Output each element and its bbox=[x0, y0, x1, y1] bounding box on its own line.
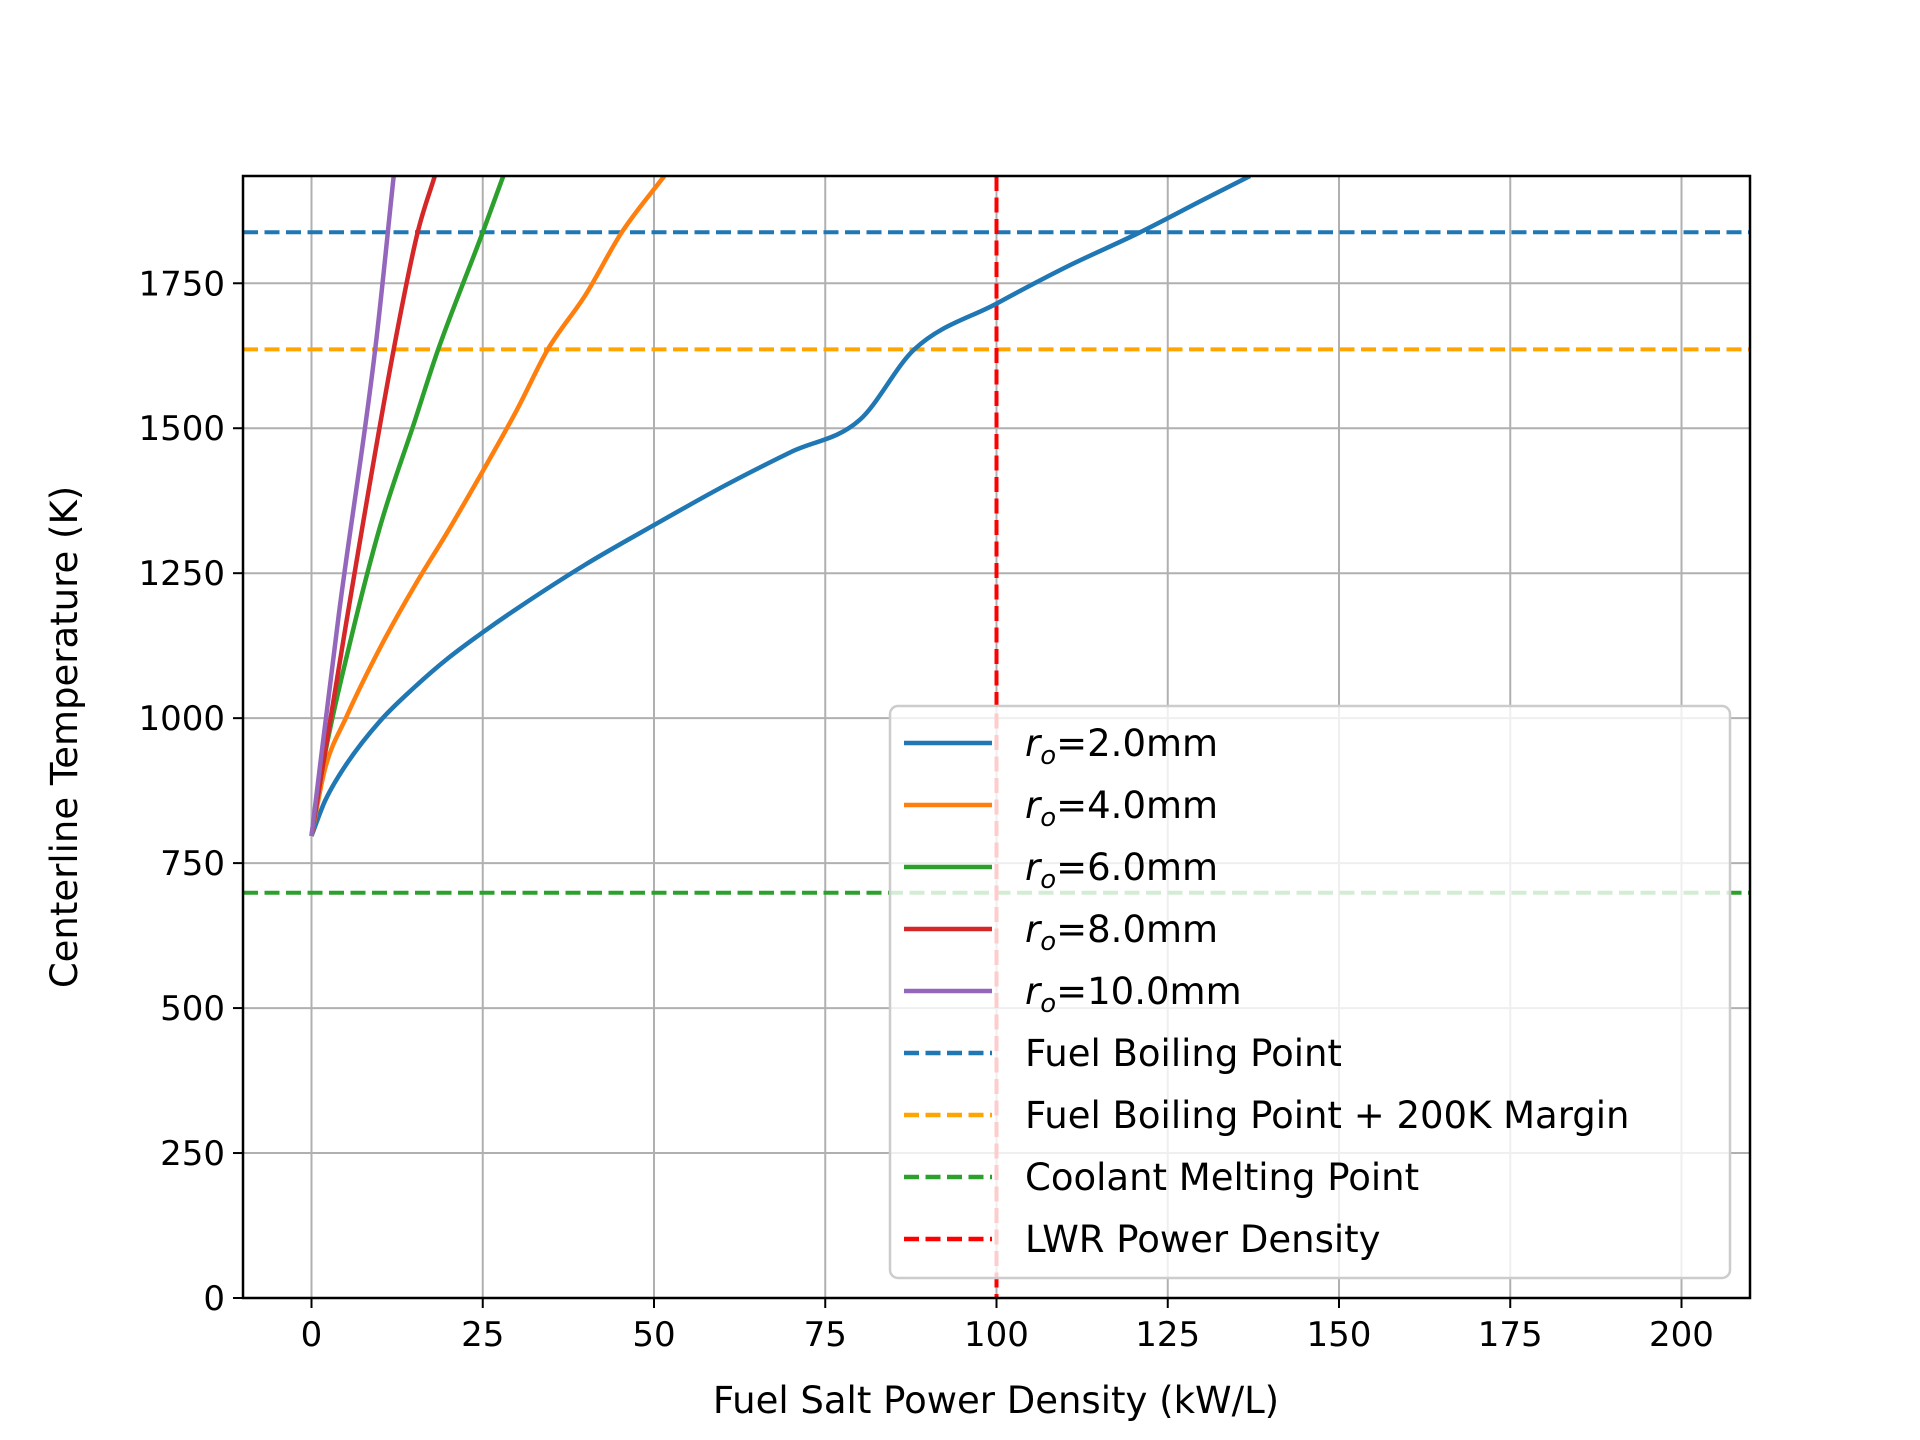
x-tick-label: 150 bbox=[1307, 1315, 1372, 1355]
y-tick-label: 750 bbox=[160, 844, 225, 884]
y-tick-label: 1750 bbox=[138, 264, 225, 304]
legend-entry-label: ro=4.0mm bbox=[1025, 784, 1218, 833]
x-tick-label: 25 bbox=[461, 1315, 504, 1355]
y-tick-label: 1250 bbox=[138, 554, 225, 594]
legend-box bbox=[888, 704, 1732, 1280]
legend-entry-label: ro=10.0mm bbox=[1025, 970, 1242, 1019]
legend-entry-label: Fuel Boiling Point bbox=[1025, 1032, 1342, 1075]
x-tick-label: 100 bbox=[964, 1315, 1029, 1355]
x-tick-label: 50 bbox=[632, 1315, 675, 1355]
x-tick-label: 175 bbox=[1478, 1315, 1543, 1355]
y-tick-label: 0 bbox=[203, 1279, 225, 1319]
axis-ticks: 0 25 50 75 100 125 150 175 200 0 250 500 750 1000 1250… bbox=[138, 264, 1713, 1355]
plot-lines bbox=[243, 176, 1750, 1298]
legend-entry-label: ro=8.0mm bbox=[1025, 908, 1218, 957]
x-axis-label: Fuel Salt Power Density (kW/L) bbox=[713, 1379, 1279, 1422]
legend: ro=2.0mm ro=4.0mm ro=6.0mm ro=8.0mm ro=10.0m… bbox=[888, 704, 1732, 1280]
legend-entry-label: ro=2.0mm bbox=[1025, 722, 1218, 771]
legend-entry-label: Coolant Melting Point bbox=[1025, 1156, 1419, 1199]
y-tick-label: 500 bbox=[160, 989, 225, 1029]
x-tick-label: 125 bbox=[1135, 1315, 1200, 1355]
x-tick-label: 200 bbox=[1649, 1315, 1714, 1355]
x-tick-label: 75 bbox=[804, 1315, 847, 1355]
legend-entry-label: LWR Power Density bbox=[1025, 1218, 1381, 1261]
series-line-1 bbox=[309, 176, 1252, 837]
legend-entry-label: Fuel Boiling Point + 200K Margin bbox=[1025, 1094, 1629, 1137]
series-line-5 bbox=[309, 176, 396, 837]
y-tick-label: 1500 bbox=[138, 409, 225, 449]
y-tick-label: 250 bbox=[160, 1134, 225, 1174]
y-tick-label: 1000 bbox=[138, 699, 225, 739]
x-tick-label: 0 bbox=[301, 1315, 323, 1355]
series-line-4 bbox=[309, 176, 437, 837]
series-line-2 bbox=[309, 176, 667, 837]
y-axis-label: Centerline Temperature (K) bbox=[43, 486, 86, 988]
legend-entry-label: ro=6.0mm bbox=[1025, 846, 1218, 895]
